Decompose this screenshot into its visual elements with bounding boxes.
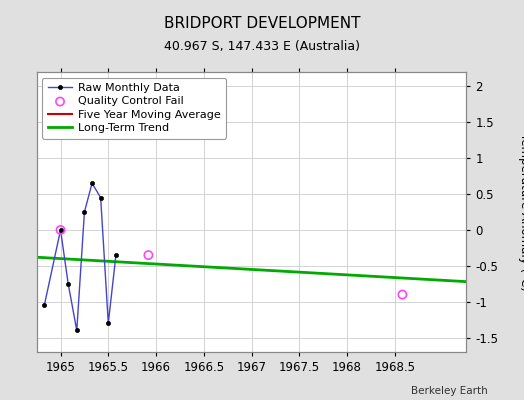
Raw Monthly Data: [113, 253, 119, 258]
Raw Monthly Data: [89, 181, 95, 186]
Text: 40.967 S, 147.433 E (Australia): 40.967 S, 147.433 E (Australia): [164, 40, 360, 53]
Y-axis label: Temperature Anomaly (°C): Temperature Anomaly (°C): [518, 133, 524, 291]
Quality Control Fail: [57, 227, 65, 233]
Raw Monthly Data: [58, 228, 64, 232]
Legend: Raw Monthly Data, Quality Control Fail, Five Year Moving Average, Long-Term Tren: Raw Monthly Data, Quality Control Fail, …: [42, 78, 226, 139]
Raw Monthly Data: [81, 210, 88, 214]
Line: Raw Monthly Data: Raw Monthly Data: [42, 181, 118, 332]
Raw Monthly Data: [97, 195, 104, 200]
Quality Control Fail: [398, 291, 407, 298]
Raw Monthly Data: [41, 303, 48, 308]
Text: BRIDPORT DEVELOPMENT: BRIDPORT DEVELOPMENT: [163, 16, 361, 31]
Raw Monthly Data: [105, 321, 112, 326]
Raw Monthly Data: [65, 281, 71, 286]
Quality Control Fail: [144, 252, 152, 258]
Text: Berkeley Earth: Berkeley Earth: [411, 386, 487, 396]
Raw Monthly Data: [74, 328, 80, 333]
